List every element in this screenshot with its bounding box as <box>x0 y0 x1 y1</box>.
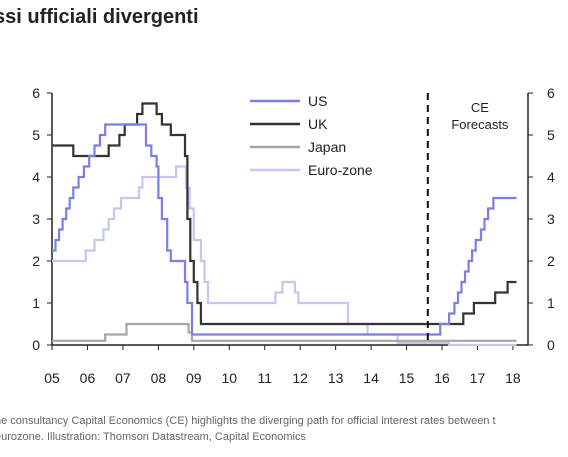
x-tick-label: 09 <box>186 370 202 386</box>
forecast-label: CE <box>471 100 489 115</box>
y-tick-label-right: 4 <box>547 169 555 185</box>
x-tick-label: 06 <box>80 370 96 386</box>
x-tick-label: 17 <box>470 370 486 386</box>
y-tick-label-left: 4 <box>32 169 40 185</box>
y-tick-label-left: 2 <box>32 253 40 269</box>
x-tick-label: 12 <box>292 370 308 386</box>
y-tick-label-right: 5 <box>547 127 555 143</box>
series-layer <box>52 102 517 347</box>
series-line-us <box>52 123 517 336</box>
y-tick-label-left: 6 <box>32 85 40 101</box>
x-tick-label: 10 <box>221 370 237 386</box>
legend: US UK Japan Euro-zone <box>250 93 373 178</box>
y-tick-label-right: 1 <box>547 295 555 311</box>
y-tick-label-left: 0 <box>32 337 40 353</box>
forecast-label: Forecasts <box>451 117 509 132</box>
x-tick-label: 13 <box>328 370 344 386</box>
caption-line-1: he consultancy Capital Economics (CE) hi… <box>0 415 496 427</box>
legend-label: UK <box>308 116 328 132</box>
caption: he consultancy Capital Economics (CE) hi… <box>0 413 568 445</box>
y-tick-label-left: 1 <box>32 295 40 311</box>
x-tick-label: 15 <box>399 370 415 386</box>
y-tick-label-left: 5 <box>32 127 40 143</box>
legend-label: Euro-zone <box>308 162 373 178</box>
x-tick-label: 14 <box>363 370 379 386</box>
x-tick-label: 18 <box>505 370 521 386</box>
y-tick-label-right: 0 <box>547 337 555 353</box>
caption-line-2: eurozone. Illustration: Thomson Datastre… <box>0 431 306 443</box>
y-tick-label-right: 2 <box>547 253 555 269</box>
page-title: ssi ufficiali divergenti <box>0 6 199 28</box>
y-tick-label-left: 3 <box>32 211 40 227</box>
x-tick-label: 07 <box>115 370 131 386</box>
x-tick-label: 16 <box>434 370 450 386</box>
y-tick-label-right: 3 <box>547 211 555 227</box>
series-line-euro-zone <box>52 165 517 347</box>
x-tick-label: 08 <box>151 370 167 386</box>
legend-label: Japan <box>308 139 346 155</box>
forecast-annotation: CE Forecasts <box>426 93 509 345</box>
x-tick-label: 05 <box>44 370 60 386</box>
series-line-uk <box>52 102 517 326</box>
y-tick-label-right: 6 <box>547 85 555 101</box>
x-tick-label: 11 <box>257 370 272 386</box>
legend-label: US <box>308 93 327 109</box>
series-line-japan <box>52 322 517 342</box>
